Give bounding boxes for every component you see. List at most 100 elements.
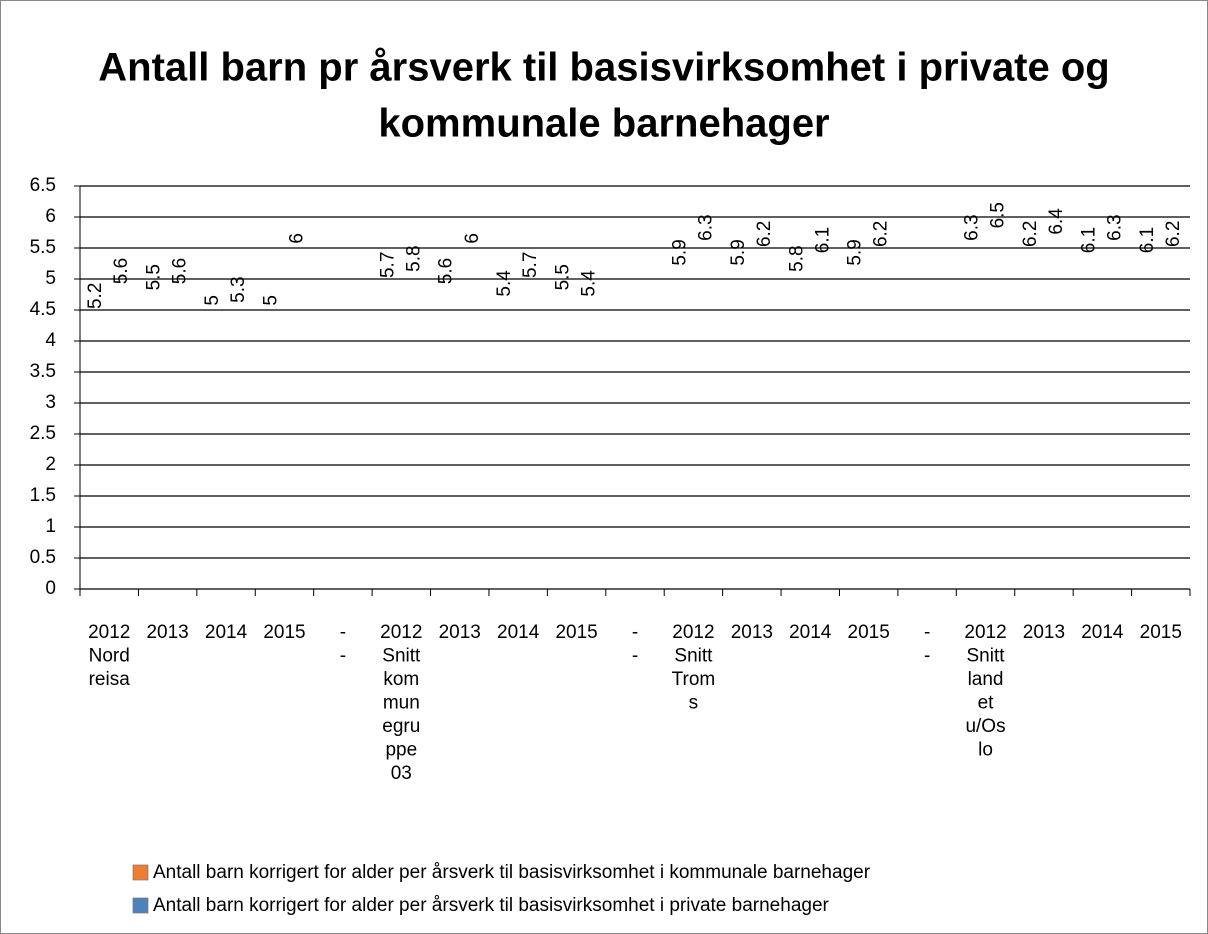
x-tick-label: 2014 [789,622,832,643]
x-tick-label: 2014 [1081,622,1124,643]
legend-swatch [132,897,149,914]
data-label: 5.7 [377,252,398,278]
data-label: 5.4 [494,270,515,297]
data-label: 6.1 [1078,227,1099,253]
data-label: 5.7 [520,252,541,278]
data-label: 5.6 [170,258,191,284]
data-label: 5.2 [85,283,106,309]
x-tick-label: 2013 [1023,622,1065,643]
x-tick-label-line: 2013 [1023,622,1065,643]
data-label: 6.2 [754,221,775,247]
data-label: 5.8 [403,245,424,271]
y-tick-label: 3.5 [30,361,56,382]
x-tick-label-line: 2015 [263,622,305,643]
data-label: 5.5 [553,264,574,290]
x-tick-label-line: et [978,693,995,714]
data-label: 6.3 [695,214,716,240]
data-label: 6.2 [1163,221,1184,247]
x-tick-label-line: reisa [89,669,131,690]
data-label: 6.4 [1046,208,1067,235]
legend-swatch [132,864,149,881]
x-tick-label: 2014 [497,622,540,643]
x-tick-label-line: 2014 [1081,622,1124,643]
x-tick-label-line: Trom [672,669,716,690]
x-tick-label-line: 2015 [555,622,597,643]
y-tick-label: 2.5 [30,423,56,444]
data-label: 5.6 [111,258,132,284]
x-tick-label-line: 2015 [848,622,890,643]
data-label: 6.3 [1104,214,1125,240]
y-tick-label: 5.5 [30,237,56,258]
x-tick-label-line: - [632,646,638,667]
y-tick-label: 4.5 [30,299,56,320]
x-tick-label: 2012 Snitt Trom s [672,622,716,714]
x-tick-label-line: 2014 [205,622,248,643]
data-label: 5.6 [436,258,457,284]
data-label: 5.4 [579,270,600,297]
data-label: 5.9 [728,239,749,265]
data-label: 5.9 [845,239,866,265]
data-label: 5 [260,295,281,306]
x-tick-label-line: mun [383,693,420,714]
x-tick-label: -- [924,622,930,667]
data-label: 6.5 [988,202,1009,228]
x-tick-label-line: 2013 [731,622,773,643]
x-tick-label-line: u/Os [965,716,1005,737]
x-tick-label-line: - [340,622,346,643]
x-tick-label-line: 2012 [964,622,1006,643]
data-label: 5.3 [228,276,249,302]
y-tick-label: 1 [45,516,56,537]
x-tick-label-line: 2012 [88,622,130,643]
x-tick-label-line: 2012 [672,622,714,643]
x-tick-label-line: 2014 [497,622,540,643]
x-tick-label-line: 2012 [380,622,422,643]
y-tick-label: 0 [45,578,56,599]
x-tick-label: 2012 Snitt kom mun egru ppe 03 [380,622,422,784]
data-label: 6.1 [1137,227,1158,253]
x-tick-label-line: kom [383,669,419,690]
data-label: 5.5 [144,264,165,290]
data-label: 5.8 [786,245,807,271]
y-tick-label: 6.5 [30,175,56,196]
x-tick-label-line: 2013 [439,622,481,643]
x-tick-label-line: Snitt [674,646,713,667]
data-label: 6.2 [1020,221,1041,247]
x-tick-label-line: - [632,622,638,643]
data-label: 6.3 [962,214,983,240]
x-tick-label-line: 2014 [789,622,832,643]
y-tick-label: 1.5 [30,485,56,506]
y-tick-label: 3 [45,392,56,413]
x-tick-label: 2013 [731,622,773,643]
data-label: 6 [462,233,483,244]
data-label: 5.9 [669,239,690,265]
x-tick-label-line: lo [978,740,993,761]
data-label: 6.2 [871,221,892,247]
x-tick-label: 2015 [848,622,890,643]
data-label: 6 [286,233,307,244]
x-tick-label: 2012 Snitt land et u/Os lo [964,622,1006,761]
y-tick-label: 4 [45,330,56,351]
x-tick-label: -- [340,622,346,667]
x-tick-label-line: Nord [89,646,130,667]
x-tick-label-line: Snitt [967,646,1006,667]
x-tick-label: 2013 [439,622,481,643]
x-tick-label-line: - [340,646,346,667]
data-label: 6.1 [812,227,833,253]
x-tick-label-line: egru [382,716,420,737]
x-tick-label-line: Snitt [382,646,421,667]
x-tick-label-line: s [689,693,699,714]
x-tick-label-line: - [924,622,930,643]
x-tick-label: 2013 [146,622,188,643]
x-tick-label-line: land [968,669,1004,690]
x-tick-label-line: 03 [391,763,412,784]
legend-label: Antall barn korrigert for alder per årsv… [153,895,830,916]
x-tick-label: 2015 [263,622,305,643]
x-tick-label: -- [632,622,638,667]
x-tick-label: 2012 Nord reisa [88,622,130,690]
legend-label: Antall barn korrigert for alder per årsv… [153,862,871,883]
chart-title: kommunale barnehager [378,102,829,146]
y-tick-label: 6 [45,206,56,227]
x-tick-label: 2014 [205,622,248,643]
